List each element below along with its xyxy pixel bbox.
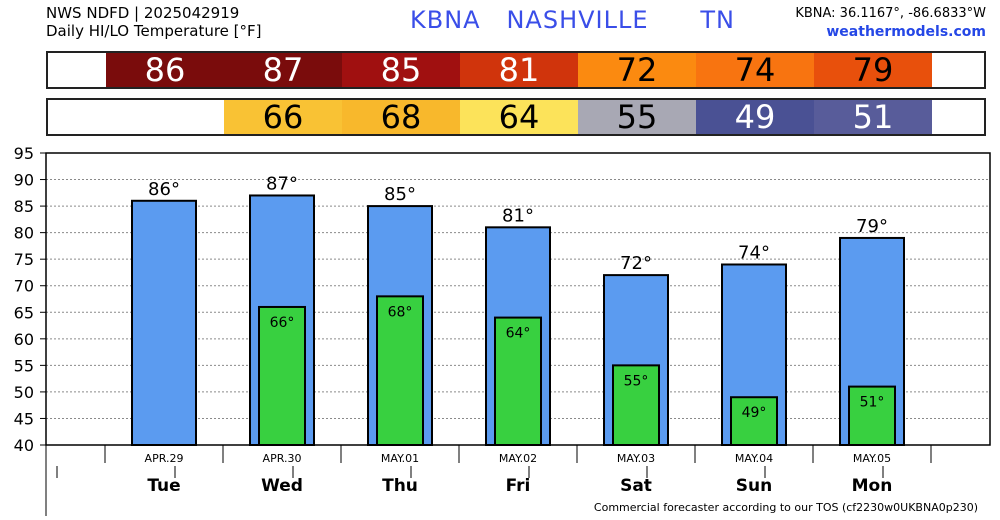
low-temp-label: 64°	[506, 326, 531, 342]
high-temp-cell: 74	[696, 53, 814, 87]
low-temp-bar	[258, 305, 306, 446]
high-temp-cell: 72	[578, 53, 696, 87]
y-tick-label: 65	[14, 303, 34, 322]
day-label: Fri	[506, 476, 531, 496]
low-temp-cell: 68	[342, 100, 460, 134]
low-temp-cell: 51	[814, 100, 932, 134]
low-temp-label: 66°	[270, 315, 295, 331]
day-label: Thu	[382, 476, 418, 496]
date-label: MAY.05	[853, 452, 891, 465]
y-tick-label: 55	[14, 356, 34, 375]
coordinates: KBNA: 36.1167°, -86.6833°W	[795, 6, 986, 21]
low-temp-label: 51°	[860, 395, 885, 411]
y-tick-label: 40	[14, 436, 34, 455]
low-temp-bar	[494, 316, 542, 446]
high-temp-label: 85°	[384, 184, 416, 205]
y-tick-label: 80	[14, 224, 34, 243]
day-label: Wed	[261, 476, 303, 496]
high-temp-label: 87°	[266, 173, 298, 194]
low-temp-label: 55°	[624, 373, 649, 389]
day-label: Sun	[736, 476, 772, 496]
day-label: Mon	[852, 476, 893, 496]
station-title: KBNA NASHVILLE TN	[410, 6, 735, 34]
high-temp-label: 79°	[856, 216, 888, 237]
high-temp-label: 86°	[148, 179, 180, 200]
low-temp-cell: 64	[460, 100, 578, 134]
y-tick-label: 95	[14, 144, 34, 163]
low-temp-cell: 66	[224, 100, 342, 134]
low-temp-strip: 66 68 64 55 49 51	[46, 98, 986, 136]
low-temp-label: 68°	[388, 304, 413, 320]
high-temp-label: 74°	[738, 242, 770, 263]
high-temp-cell: 85	[342, 53, 460, 87]
high-temp-cell: 81	[460, 53, 578, 87]
y-tick-label: 90	[14, 171, 34, 190]
station-city: NASHVILLE	[506, 6, 649, 34]
footer-note: Commercial forecaster according to our T…	[593, 501, 978, 514]
date-label: MAY.04	[735, 452, 773, 465]
low-temp-label: 49°	[742, 405, 767, 421]
high-temp-cell: 86	[106, 53, 224, 87]
high-temp-label: 81°	[502, 205, 534, 226]
y-tick-label: 50	[14, 383, 34, 402]
low-temp-bar	[848, 385, 896, 447]
y-tick-label: 45	[14, 409, 34, 428]
station-id: KBNA	[410, 6, 481, 34]
y-tick-label: 60	[14, 330, 34, 349]
low-temp-bar	[730, 396, 778, 446]
high-temp-cell: 87	[224, 53, 342, 87]
high-temp-bar	[131, 199, 197, 446]
date-label: APR.29	[145, 452, 184, 465]
high-temp-cell: 79	[814, 53, 932, 87]
product-line: NWS NDFD | 2025042919	[46, 4, 240, 22]
day-label: Sat	[620, 476, 652, 496]
low-temp-bar	[376, 295, 424, 446]
date-label: MAY.02	[499, 452, 537, 465]
date-label: MAY.01	[381, 452, 419, 465]
date-label: MAY.03	[617, 452, 655, 465]
date-label: APR.30	[263, 452, 302, 465]
site-link[interactable]: weathermodels.com	[826, 24, 986, 40]
y-tick-label: 85	[14, 197, 34, 216]
station-state: TN	[700, 6, 735, 34]
high-temp-strip: 86 87 85 81 72 74 79	[46, 51, 986, 89]
low-temp-cell: 55	[578, 100, 696, 134]
header-right: KBNA: 36.1167°, -86.6833°W weathermodels…	[795, 5, 986, 41]
day-label: Tue	[147, 476, 180, 496]
low-temp-bar	[612, 364, 660, 447]
low-temp-cell: 49	[696, 100, 814, 134]
y-tick-label: 70	[14, 277, 34, 296]
header-info: NWS NDFD | 2025042919 Daily HI/LO Temper…	[46, 4, 262, 40]
y-tick-label: 75	[14, 250, 34, 269]
variable-line: Daily HI/LO Temperature [°F]	[46, 22, 262, 40]
high-temp-label: 72°	[620, 253, 652, 274]
